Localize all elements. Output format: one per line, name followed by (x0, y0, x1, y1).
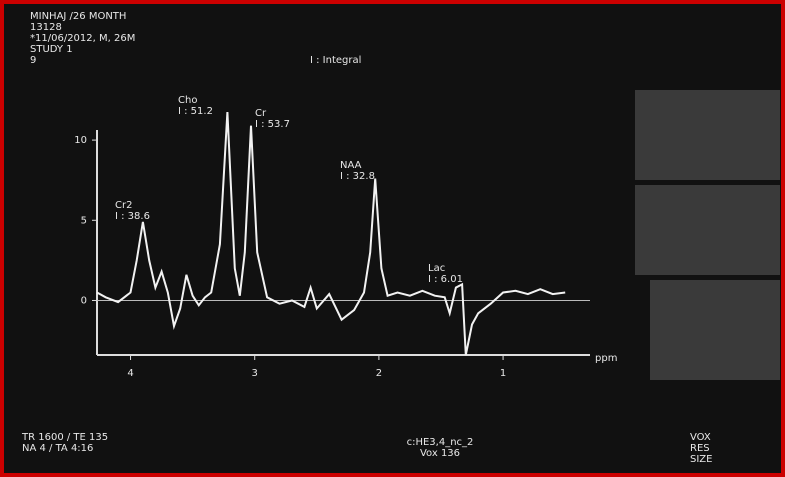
peak-name: Cr (255, 108, 267, 119)
x-tick-label: 4 (127, 368, 133, 379)
header-text: STUDY 1 (30, 44, 73, 55)
chart-title: I : Integral (310, 55, 361, 66)
x-axis-label: ppm (595, 353, 617, 364)
peak-integral: I : 51.2 (178, 106, 213, 117)
header-text: 13128 (30, 22, 62, 33)
header-text: MINHAJ /26 MONTH (30, 11, 126, 22)
footer-text: c:HE3,4_nc_2 (407, 437, 474, 448)
y-tick-label: 5 (81, 215, 87, 226)
footer-text: NA 4 / TA 4:16 (22, 443, 93, 454)
peak-name: Lac (428, 263, 445, 274)
screen: I : Integral ppm MINHAJ /26 MONTH13128*1… (0, 0, 785, 477)
peak-integral: I : 38.6 (115, 211, 150, 222)
peak-name: Cr2 (115, 200, 132, 211)
footer-text: SIZE (690, 454, 712, 465)
peak-name: NAA (340, 160, 362, 171)
peak-integral: I : 32.8 (340, 171, 375, 182)
peak-integral: I : 53.7 (255, 119, 290, 130)
thumbnail (635, 185, 780, 275)
footer-text: RES (690, 443, 710, 454)
footer-text: TR 1600 / TE 135 (21, 432, 108, 443)
y-tick-label: 10 (74, 135, 87, 146)
x-tick-label: 1 (500, 368, 506, 379)
x-tick-label: 3 (252, 368, 258, 379)
y-tick-label: 0 (81, 295, 87, 306)
footer-text: VOX (690, 432, 711, 443)
peak-integral: I : 6.01 (428, 274, 463, 285)
thumbnail (635, 90, 780, 180)
peak-name: Cho (178, 95, 197, 106)
x-tick-label: 2 (376, 368, 382, 379)
header-text: 9 (30, 55, 36, 66)
footer-text: Vox 136 (420, 448, 460, 459)
thumbnail (650, 280, 780, 380)
header-text: *11/06/2012, M, 26M (30, 33, 135, 44)
